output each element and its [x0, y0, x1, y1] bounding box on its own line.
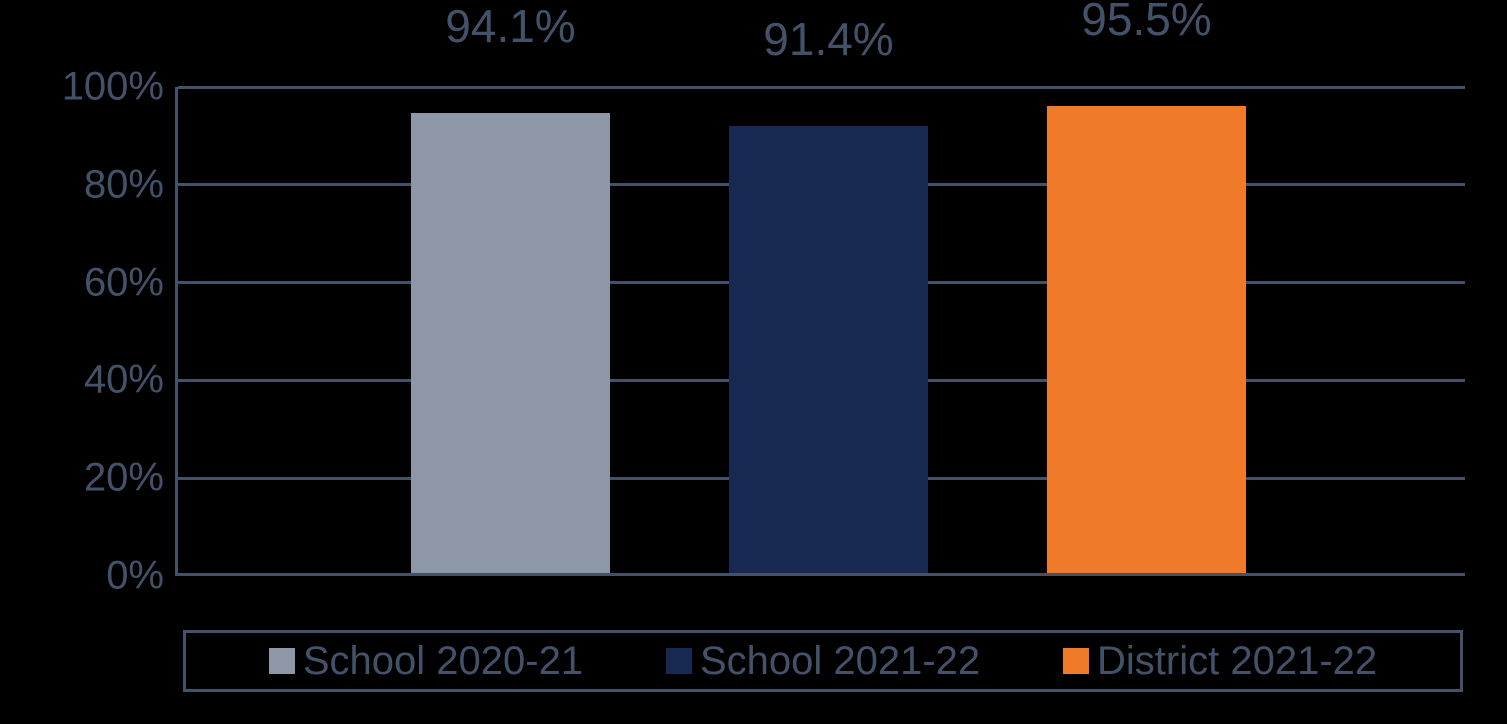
- legend: School 2020-21 School 2021-22 District 202…: [183, 630, 1463, 692]
- y-tick-label: 60%: [84, 260, 164, 305]
- legend-swatch: [269, 648, 295, 674]
- plot-area: 0%20%40%60%80%100%94.1%91.4%95.5%: [175, 87, 1465, 576]
- bar-school-2021-22: [729, 126, 928, 573]
- y-tick-label: 40%: [84, 358, 164, 403]
- y-tick-label: 80%: [84, 162, 164, 207]
- legend-item: School 2020-21: [269, 639, 583, 684]
- legend-swatch: [666, 648, 692, 674]
- y-tick-label: 100%: [62, 65, 164, 110]
- legend-item: District 2021-22: [1063, 639, 1377, 684]
- legend-label: District 2021-22: [1097, 639, 1377, 684]
- legend-swatch: [1063, 648, 1089, 674]
- bar-chart: 0%20%40%60%80%100%94.1%91.4%95.5% School…: [0, 0, 1507, 724]
- legend-label: School 2020-21: [303, 639, 583, 684]
- y-tick-label: 20%: [84, 456, 164, 501]
- data-label-school-2021-22: 91.4%: [763, 12, 893, 66]
- bar-district-2021-22: [1047, 106, 1246, 573]
- legend-item: School 2021-22: [666, 639, 980, 684]
- legend-label: School 2021-22: [700, 639, 980, 684]
- y-tick-label: 0%: [106, 554, 164, 599]
- data-label-district-2021-22: 95.5%: [1081, 0, 1211, 46]
- data-label-school-2020-21: 94.1%: [445, 0, 575, 53]
- bar-school-2020-21: [411, 113, 610, 573]
- gridline: [178, 86, 1465, 89]
